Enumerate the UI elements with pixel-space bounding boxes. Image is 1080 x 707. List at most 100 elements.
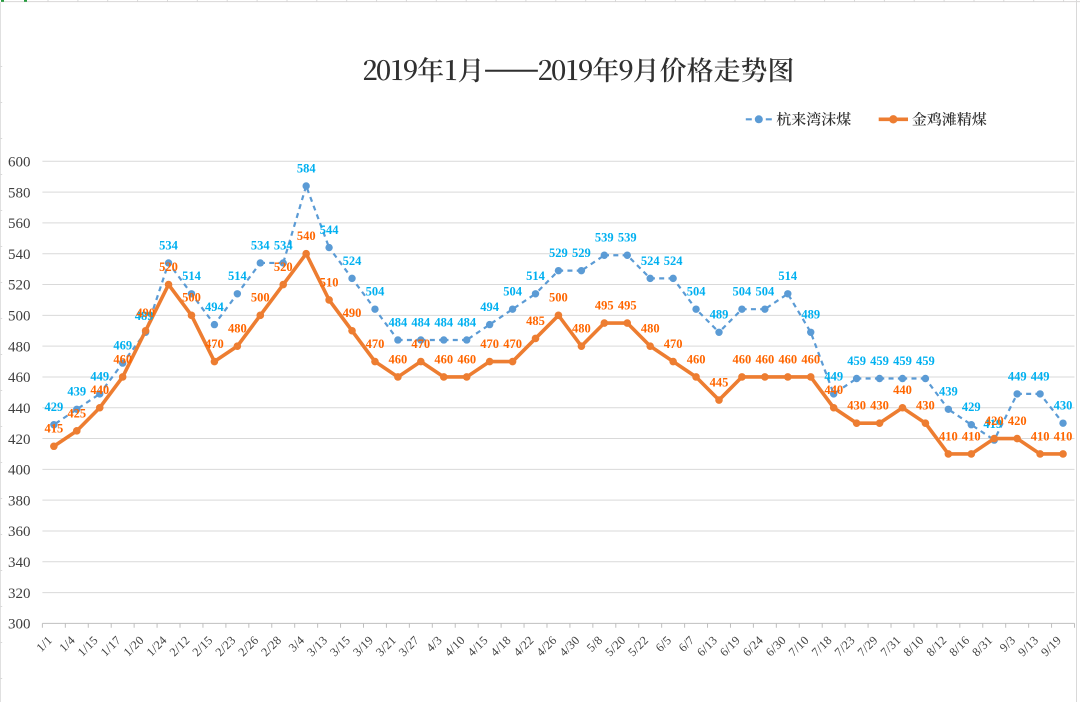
svg-text:539: 539 xyxy=(618,231,637,245)
svg-text:544: 544 xyxy=(320,223,340,237)
svg-text:540: 540 xyxy=(297,229,316,243)
svg-text:534: 534 xyxy=(274,238,294,252)
svg-text:540: 540 xyxy=(8,247,31,263)
svg-text:520: 520 xyxy=(8,278,31,294)
svg-text:410: 410 xyxy=(939,429,958,443)
svg-text:504: 504 xyxy=(687,285,707,299)
svg-text:485: 485 xyxy=(526,314,545,328)
svg-text:494: 494 xyxy=(205,300,225,314)
svg-text:514: 514 xyxy=(228,269,248,283)
svg-text:470: 470 xyxy=(480,337,499,351)
svg-text:410: 410 xyxy=(1031,429,1050,443)
svg-text:460: 460 xyxy=(389,352,408,366)
svg-text:469: 469 xyxy=(113,339,132,353)
svg-text:580: 580 xyxy=(8,185,31,201)
svg-text:429: 429 xyxy=(962,400,981,414)
svg-text:439: 439 xyxy=(939,385,958,399)
svg-text:524: 524 xyxy=(343,254,363,268)
svg-text:460: 460 xyxy=(687,352,706,366)
svg-text:440: 440 xyxy=(90,383,109,397)
svg-text:480: 480 xyxy=(228,322,247,336)
svg-text:480: 480 xyxy=(641,322,660,336)
svg-text:500: 500 xyxy=(251,291,270,305)
svg-text:340: 340 xyxy=(8,555,31,571)
svg-text:584: 584 xyxy=(297,161,317,175)
svg-text:460: 460 xyxy=(778,352,797,366)
svg-text:420: 420 xyxy=(1008,414,1027,428)
svg-text:600: 600 xyxy=(8,155,31,171)
svg-text:415: 415 xyxy=(45,422,64,436)
svg-text:430: 430 xyxy=(1054,399,1073,413)
svg-text:494: 494 xyxy=(480,300,500,314)
svg-text:430: 430 xyxy=(870,399,889,413)
svg-text:504: 504 xyxy=(366,285,386,299)
svg-text:510: 510 xyxy=(320,275,339,289)
svg-text:440: 440 xyxy=(893,383,912,397)
svg-text:470: 470 xyxy=(205,337,224,351)
svg-text:495: 495 xyxy=(595,298,614,312)
svg-text:420: 420 xyxy=(8,432,31,448)
svg-text:449: 449 xyxy=(824,369,843,383)
svg-text:445: 445 xyxy=(710,376,729,390)
svg-text:470: 470 xyxy=(664,337,683,351)
svg-text:504: 504 xyxy=(733,285,753,299)
svg-text:360: 360 xyxy=(8,524,31,540)
svg-text:459: 459 xyxy=(893,354,912,368)
svg-text:524: 524 xyxy=(664,254,684,268)
svg-text:520: 520 xyxy=(274,260,293,274)
svg-text:449: 449 xyxy=(1031,369,1050,383)
svg-text:410: 410 xyxy=(962,429,981,443)
svg-text:529: 529 xyxy=(549,246,568,260)
svg-text:495: 495 xyxy=(618,298,637,312)
svg-text:500: 500 xyxy=(8,309,31,325)
svg-text:500: 500 xyxy=(549,291,568,305)
svg-text:460: 460 xyxy=(113,352,132,366)
svg-text:489: 489 xyxy=(710,308,729,322)
svg-text:440: 440 xyxy=(8,401,31,417)
svg-text:534: 534 xyxy=(159,238,179,252)
svg-text:500: 500 xyxy=(182,291,201,305)
svg-text:480: 480 xyxy=(8,339,31,355)
svg-text:484: 484 xyxy=(434,315,454,329)
svg-text:489: 489 xyxy=(135,309,154,323)
svg-text:460: 460 xyxy=(8,370,31,386)
svg-text:480: 480 xyxy=(572,322,591,336)
svg-text:514: 514 xyxy=(526,269,546,283)
svg-text:459: 459 xyxy=(870,354,889,368)
svg-text:470: 470 xyxy=(366,337,385,351)
svg-text:514: 514 xyxy=(182,269,202,283)
svg-text:534: 534 xyxy=(251,238,271,252)
svg-text:440: 440 xyxy=(824,383,843,397)
svg-text:460: 460 xyxy=(434,352,453,366)
svg-text:459: 459 xyxy=(847,354,866,368)
svg-text:490: 490 xyxy=(136,306,155,320)
svg-text:490: 490 xyxy=(343,306,362,320)
svg-text:419: 419 xyxy=(983,417,1002,431)
svg-text:449: 449 xyxy=(1008,369,1027,383)
svg-text:300: 300 xyxy=(8,617,31,633)
svg-text:430: 430 xyxy=(916,399,935,413)
svg-text:429: 429 xyxy=(45,400,64,414)
svg-text:520: 520 xyxy=(159,260,178,274)
svg-text:539: 539 xyxy=(595,231,614,245)
svg-text:439: 439 xyxy=(67,385,86,399)
svg-text:420: 420 xyxy=(985,414,1004,428)
svg-text:449: 449 xyxy=(90,369,109,383)
svg-text:529: 529 xyxy=(572,246,591,260)
svg-text:484: 484 xyxy=(411,315,431,329)
svg-text:425: 425 xyxy=(67,406,86,420)
svg-text:320: 320 xyxy=(8,586,31,602)
svg-text:410: 410 xyxy=(1054,429,1073,443)
svg-text:514: 514 xyxy=(778,269,798,283)
svg-text:489: 489 xyxy=(801,308,820,322)
svg-text:460: 460 xyxy=(756,352,775,366)
svg-text:460: 460 xyxy=(801,352,820,366)
svg-text:484: 484 xyxy=(389,315,409,329)
svg-text:459: 459 xyxy=(916,354,935,368)
svg-text:504: 504 xyxy=(503,285,523,299)
svg-text:380: 380 xyxy=(8,493,31,509)
svg-text:524: 524 xyxy=(641,254,661,268)
svg-text:430: 430 xyxy=(847,399,866,413)
svg-text:460: 460 xyxy=(733,352,752,366)
svg-text:400: 400 xyxy=(8,463,31,479)
